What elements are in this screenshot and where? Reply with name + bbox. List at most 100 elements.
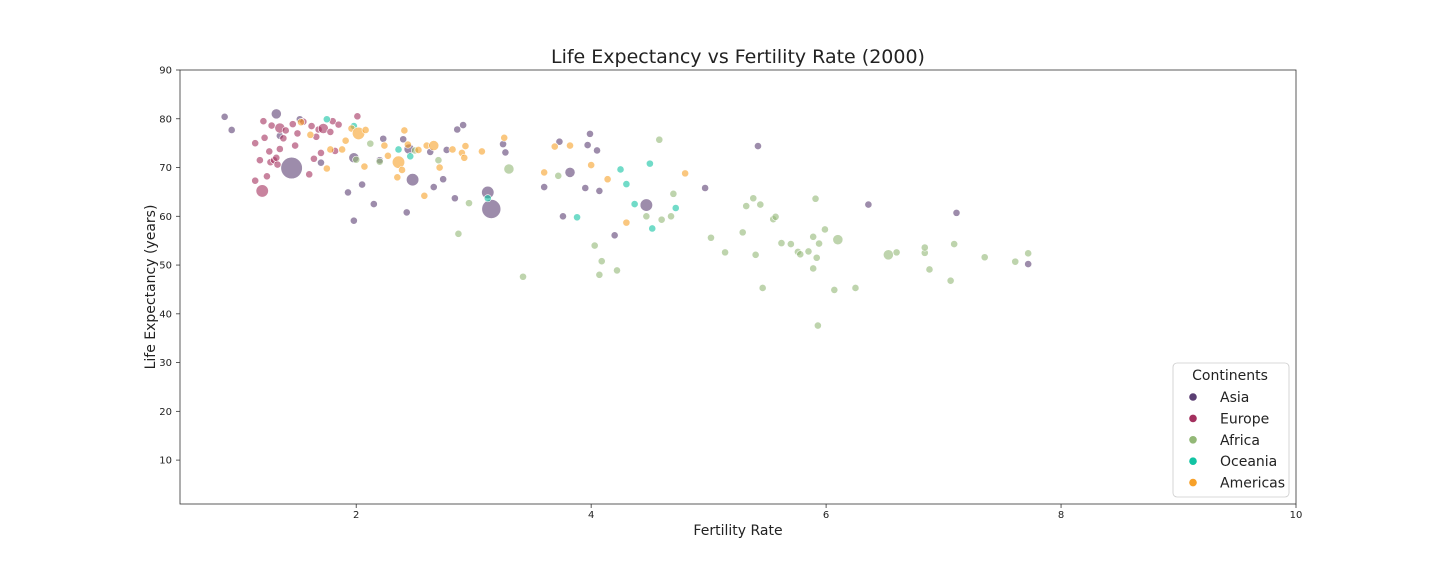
point-americas [478, 147, 486, 156]
point-europe [317, 123, 329, 134]
point-americas [400, 126, 409, 135]
y-tick-label: 50 [159, 261, 172, 272]
axis-ticks: 2 4 6 8 10 10 20 30 40 50 60 70 80 90 [159, 66, 1302, 522]
point-africa [796, 250, 805, 259]
point-europe [307, 122, 316, 130]
point-europe [259, 117, 268, 126]
point-asia [344, 188, 352, 197]
point-oceania [622, 180, 631, 189]
point-africa [465, 199, 473, 208]
legend-label-oceania: Oceania [1220, 454, 1277, 470]
point-europe [251, 176, 260, 185]
point-africa [1011, 257, 1020, 266]
point-africa [812, 253, 821, 262]
point-africa [892, 248, 901, 257]
point-asia [864, 200, 873, 209]
point-africa [804, 247, 813, 256]
point-africa [813, 321, 822, 330]
point-americas [435, 163, 444, 172]
point-africa [751, 250, 760, 259]
point-europe [263, 172, 271, 181]
point-americas [460, 153, 469, 162]
point-europe [265, 147, 274, 156]
point-asia [453, 125, 462, 134]
point-asia [595, 187, 604, 195]
legend-marker-oceania [1189, 457, 1197, 466]
point-asia [439, 175, 448, 184]
plot-area-frame [179, 69, 1297, 505]
legend-label-americas: Americas [1220, 476, 1285, 492]
point-asia [754, 142, 762, 150]
legend-entries: Asia Europe Africa Oceania Americas [1189, 390, 1285, 492]
y-tick-label: 90 [159, 66, 172, 77]
point-americas [461, 142, 470, 150]
point-africa [832, 234, 844, 246]
point-europe [255, 184, 269, 198]
x-tick-label: 4 [588, 510, 594, 521]
point-americas [587, 161, 596, 169]
point-africa [454, 229, 463, 238]
point-africa [595, 270, 604, 279]
point-asia [586, 129, 594, 138]
legend-label-africa: Africa [1220, 433, 1260, 449]
point-oceania [406, 152, 415, 161]
point-asia [593, 146, 601, 155]
point-africa [771, 212, 780, 221]
point-americas [380, 141, 389, 150]
legend-marker-europe [1189, 414, 1197, 423]
point-africa [657, 215, 666, 224]
point-europe [326, 128, 335, 136]
point-europe [288, 120, 297, 129]
point-africa [882, 249, 894, 261]
point-africa [1024, 249, 1033, 258]
legend-label-asia: Asia [1220, 390, 1249, 406]
series-americas [297, 118, 690, 227]
point-africa [738, 228, 747, 237]
point-americas [500, 133, 509, 142]
point-africa [830, 286, 839, 294]
point-americas [384, 151, 392, 160]
point-asia [369, 200, 378, 209]
point-africa [851, 284, 860, 292]
point-americas [566, 141, 574, 150]
point-asia [227, 126, 236, 134]
point-americas [550, 142, 559, 151]
point-americas [338, 145, 347, 154]
point-europe [293, 129, 302, 138]
legend-box [1172, 362, 1290, 498]
x-tick-label: 8 [1058, 510, 1064, 521]
point-africa [821, 225, 829, 234]
point-asia [952, 208, 961, 217]
point-africa [375, 157, 384, 166]
point-asia [280, 156, 303, 180]
point-europe [291, 141, 300, 150]
point-africa [366, 139, 375, 148]
series-europe [251, 112, 362, 198]
point-oceania [322, 115, 331, 124]
point-africa [597, 257, 606, 266]
point-asia [581, 184, 590, 192]
point-americas [681, 169, 690, 178]
point-asia [450, 194, 459, 203]
point-oceania [630, 200, 639, 209]
point-africa [749, 194, 758, 203]
point-americas [398, 166, 406, 174]
point-africa [980, 253, 989, 262]
chart-title: Life Expectancy vs Fertility Rate (2000) [551, 46, 925, 68]
point-africa [519, 272, 527, 281]
point-africa [554, 171, 563, 180]
point-africa [925, 265, 934, 274]
point-asia [270, 108, 282, 120]
point-europe [281, 126, 290, 135]
y-tick-label: 20 [159, 407, 172, 418]
point-africa [777, 239, 786, 248]
point-oceania [573, 213, 581, 222]
point-africa [815, 239, 823, 248]
point-americas [360, 162, 369, 171]
legend-label-europe: Europe [1220, 411, 1269, 427]
point-africa [352, 155, 361, 164]
point-americas [326, 145, 335, 154]
point-africa [786, 240, 795, 248]
legend-marker-americas [1189, 478, 1197, 487]
point-africa [669, 189, 678, 198]
